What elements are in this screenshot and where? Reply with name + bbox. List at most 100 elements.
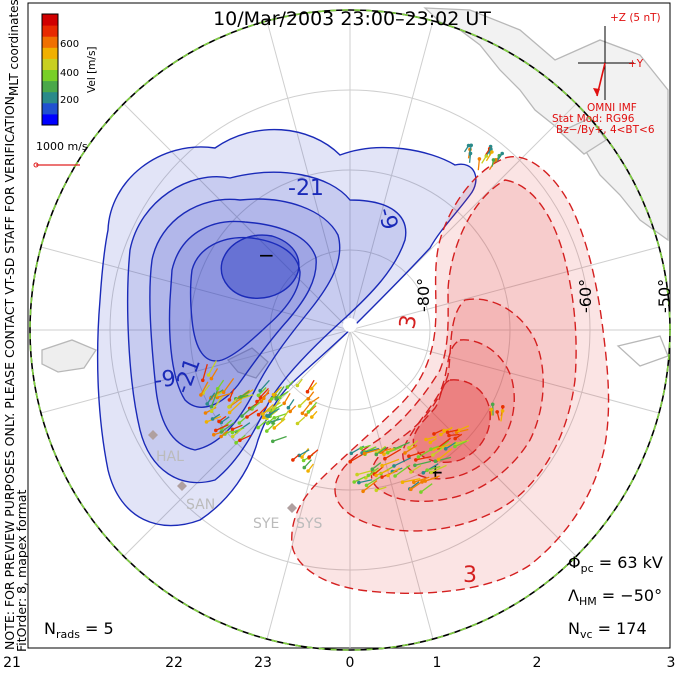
latitude-label-60: -60° [576,279,595,313]
velocity-vector [229,397,243,408]
imf-z-label: +Z (5 nT) [610,12,661,24]
velocity-vector-origin [203,411,208,415]
colorbar-swatch [42,80,58,93]
velocity-vector-origin [501,405,505,409]
velocity-vector [454,440,467,448]
velocity-vector-origin [206,373,211,377]
velocity-vector-origin [445,430,450,435]
velocity-vector [240,394,254,400]
velocity-vector [306,379,315,393]
latitude-label-50: -50° [655,279,674,313]
velocity-vector-origin [306,469,310,473]
imf-vector-head [593,88,600,96]
velocity-vector-origin [439,432,443,437]
velocity-vector-origin [230,427,235,432]
velocity-vector-origin [240,414,244,418]
velocity-vector-origin [307,455,312,459]
velocity-vector [207,360,217,376]
velocity-vector [298,449,310,456]
velocity-vector-origin [271,421,275,425]
imf-model: Stat Mod: RG96 [552,113,635,125]
velocity-vector-origin [357,480,361,485]
radar-hal-marker [148,430,158,440]
velocity-vector [402,478,421,483]
velocity-vector [228,397,238,408]
velocity-vector-origin [234,441,238,445]
velocity-vector-origin [274,397,278,401]
radar-sye-label: SYE [253,516,279,532]
velocity-vector-origin [403,451,407,455]
velocity-vector [200,381,209,396]
velocity-vector [223,378,235,393]
velocity-scale-label: 1000 m/s [36,140,88,153]
velocity-vector-origin [432,432,436,436]
pole-marker [343,318,357,332]
velocity-vector [239,434,252,441]
mlt-tick-21: 21 [3,655,21,671]
velocity-vector-origin [212,432,216,437]
velocity-vector [229,401,242,413]
velocity-vector-origin [297,404,302,408]
velocity-vector-origin [201,378,205,383]
velocity-vector [246,409,259,418]
velocity-vector-origin [466,143,471,148]
stat-n-rads: Nrads = 5 [44,619,114,641]
mlt-axis: 21 22 23 0 1 2 3 [3,655,675,671]
mlt-tick-2: 2 [533,655,542,671]
imf-y-label: +Y [628,58,644,70]
velocity-vector [367,467,379,476]
velocity-vector-origin [407,454,411,459]
colorbar-swatch [42,102,58,115]
mlt-tick-0: 0 [346,655,355,671]
velocity-vector [243,389,254,397]
colorbar-tick-600: 600 [60,39,79,50]
velocity-vector-origin [429,470,433,475]
velocity-vector [211,396,223,412]
heppner-maynard-boundary [29,9,671,651]
velocity-vector-origin [352,480,357,484]
velocity-vector-origin [205,402,209,406]
velocity-vector-origin [308,401,313,405]
velocity-vector-origin [489,407,494,412]
colorbar-swatch [42,113,58,126]
velocity-vector-origin [266,414,271,419]
velocity-vector-origin [382,452,386,457]
velocity-vector-origin [436,457,441,462]
velocity-vector-origin [256,393,261,398]
velocity-vector-origin [490,402,495,407]
velocity-vector-origin [238,438,242,443]
velocity-vector-origin [374,473,378,478]
coastlines [41,7,669,379]
velocity-vector [274,412,288,419]
velocity-vector-origin [295,421,300,426]
velocity-vector-origin [484,154,489,158]
velocity-vector-origin [392,464,396,468]
velocity-vector-origin [237,421,242,425]
radar-sye-marker [287,503,297,513]
velocity-vector-origin [256,425,260,430]
mlt-tick-22: 22 [165,655,183,671]
velocity-vector [421,476,438,483]
velocity-vector-origin [309,386,314,391]
map-title: 10/Mar/2003 23:00–23:02 UT [213,8,491,30]
velocity-vector [384,448,402,460]
velocity-vector-origin [227,398,232,402]
velocity-vector-origin [361,489,365,494]
imf-clock: +Z (5 nT) +Y OMNI IMF Stat Mod: RG96 Bz−… [552,12,661,136]
velocity-vector-origin [364,483,369,488]
velocity-vector [364,448,381,455]
velocity-vector [275,386,285,399]
velocity-vector-origin [217,419,221,424]
stat-n-vc: Nvc = 174 [568,619,647,641]
velocity-vector-origin [291,458,295,462]
velocity-vector [210,368,219,379]
velocity-vector-origin [280,417,285,422]
velocity-vector [380,447,392,453]
velocity-vector-origin [447,433,451,438]
velocity-vector [413,476,430,483]
colorbar-swatch [42,25,58,37]
velocity-vector-origin [495,410,500,414]
colorbar-swatches [42,14,58,126]
velocity-vector [426,465,441,471]
